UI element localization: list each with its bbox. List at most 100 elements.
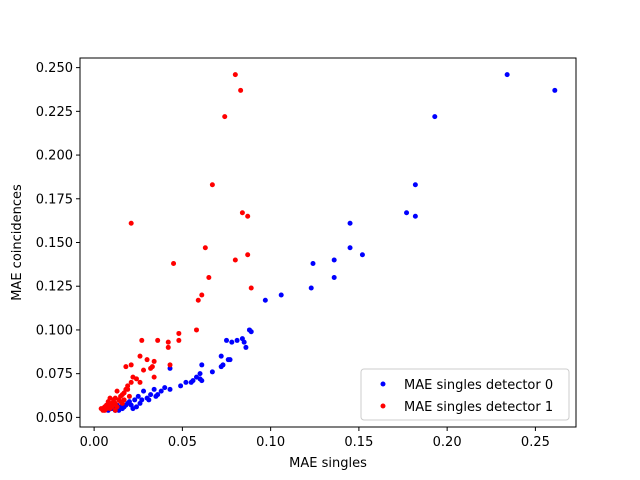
data-point-detector-0 <box>199 378 205 384</box>
data-point-detector-1 <box>112 407 118 413</box>
y-tick-label: 0.100 <box>36 323 73 338</box>
data-point-detector-0 <box>246 327 252 333</box>
data-point-detector-0 <box>432 114 438 120</box>
data-point-detector-0 <box>243 344 249 350</box>
data-point-detector-1 <box>232 257 238 263</box>
data-point-detector-0 <box>229 339 235 345</box>
data-point-detector-0 <box>278 292 284 298</box>
data-point-detector-1 <box>167 362 173 368</box>
data-point-detector-0 <box>552 87 558 93</box>
data-point-detector-0 <box>239 336 245 342</box>
data-point-detector-0 <box>218 353 224 359</box>
data-point-detector-1 <box>123 364 129 370</box>
data-point-detector-1 <box>248 285 254 291</box>
x-tick-label: 0.15 <box>344 435 373 450</box>
y-tick-label: 0.150 <box>36 236 73 251</box>
y-tick-label: 0.250 <box>36 61 73 76</box>
x-tick-label: 0.10 <box>256 435 285 450</box>
data-point-detector-0 <box>412 213 418 219</box>
data-point-detector-1 <box>165 344 171 350</box>
data-point-detector-0 <box>155 392 161 398</box>
data-point-detector-1 <box>128 220 134 226</box>
legend-label-detector-0: MAE singles detector 0 <box>404 378 553 393</box>
data-point-detector-0 <box>167 386 173 392</box>
y-tick-label: 0.075 <box>36 367 73 382</box>
data-point-detector-0 <box>162 385 168 391</box>
y-tick-label: 0.225 <box>36 105 73 120</box>
data-point-detector-1 <box>245 213 251 219</box>
data-point-detector-1 <box>121 397 127 403</box>
data-point-detector-0 <box>347 220 353 226</box>
legend-marker-detector-0 <box>380 381 386 387</box>
legend: MAE singles detector 0 MAE singles detec… <box>360 368 570 421</box>
data-point-detector-0 <box>132 397 138 403</box>
data-point-detector-0 <box>197 371 203 377</box>
data-point-detector-0 <box>167 365 173 371</box>
data-point-detector-1 <box>245 252 251 258</box>
data-point-detector-1 <box>125 386 131 392</box>
data-point-detector-0 <box>504 72 510 78</box>
y-tick-label: 0.175 <box>36 192 73 207</box>
data-point-detector-1 <box>195 297 201 303</box>
legend-label-detector-1: MAE singles detector 1 <box>404 400 553 415</box>
data-point-detector-0 <box>188 379 194 385</box>
data-point-detector-1 <box>209 182 215 188</box>
data-point-detector-0 <box>148 392 154 398</box>
x-tick-label: 0.00 <box>80 435 109 450</box>
data-point-detector-0 <box>224 337 230 343</box>
data-point-detector-0 <box>412 182 418 188</box>
data-point-detector-1 <box>148 365 154 371</box>
data-point-detector-0 <box>404 210 410 216</box>
data-point-detector-1 <box>199 292 205 298</box>
data-point-detector-1 <box>151 358 157 364</box>
data-point-detector-0 <box>308 285 314 291</box>
data-point-detector-1 <box>98 406 104 412</box>
data-point-detector-1 <box>144 357 150 363</box>
data-point-detector-1 <box>107 406 113 412</box>
y-tick-label: 0.200 <box>36 149 73 164</box>
data-point-detector-1 <box>128 362 134 368</box>
data-point-detector-0 <box>262 297 268 303</box>
data-point-detector-1 <box>139 337 145 343</box>
legend-box <box>360 368 570 421</box>
data-point-detector-0 <box>218 364 224 370</box>
data-point-detector-0 <box>359 252 365 258</box>
points-layer <box>98 72 558 413</box>
data-point-detector-0 <box>141 388 147 394</box>
data-point-detector-0 <box>209 369 215 375</box>
data-point-detector-1 <box>133 376 139 382</box>
data-point-detector-0 <box>347 245 353 251</box>
data-point-detector-1 <box>238 87 244 93</box>
data-point-detector-0 <box>227 357 233 363</box>
y-axis-ticks: 0.050 0.075 0.100 0.125 0.150 0.175 0.200 0.225… <box>36 61 80 426</box>
data-point-detector-0 <box>234 337 240 343</box>
data-point-detector-1 <box>165 339 171 345</box>
data-point-detector-1 <box>155 337 161 343</box>
axes-frame <box>79 57 577 428</box>
data-point-detector-0 <box>135 393 141 399</box>
data-point-detector-0 <box>151 386 157 392</box>
data-point-detector-0 <box>146 397 152 403</box>
data-point-detector-1 <box>141 367 147 373</box>
data-point-detector-0 <box>178 383 184 389</box>
data-point-detector-1 <box>239 210 245 216</box>
x-tick-label: 0.25 <box>521 435 550 450</box>
data-point-detector-1 <box>176 337 182 343</box>
data-point-detector-1 <box>206 274 212 280</box>
x-axis-ticks: 0.00 0.05 0.10 0.15 0.20 0.25 <box>80 427 550 450</box>
data-point-detector-1 <box>232 72 238 78</box>
x-tick-label: 0.05 <box>168 435 197 450</box>
y-axis-label: MAE coincidences <box>10 184 25 301</box>
data-point-detector-1 <box>151 374 157 380</box>
data-point-detector-0 <box>158 388 164 394</box>
data-point-detector-1 <box>114 388 120 394</box>
data-point-detector-0 <box>331 257 337 263</box>
x-axis-label: MAE singles <box>289 456 367 471</box>
data-point-detector-1 <box>222 114 228 120</box>
data-point-detector-1 <box>194 327 199 333</box>
data-point-detector-1 <box>202 245 208 251</box>
x-tick-label: 0.20 <box>433 435 462 450</box>
data-point-detector-1 <box>137 379 143 385</box>
data-point-detector-1 <box>171 260 177 266</box>
